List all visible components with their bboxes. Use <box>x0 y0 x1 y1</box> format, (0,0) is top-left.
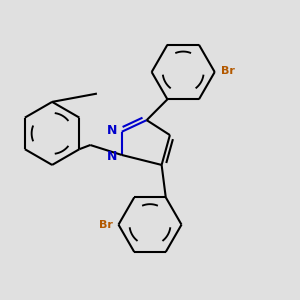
Text: Br: Br <box>99 220 112 230</box>
Text: N: N <box>107 124 118 136</box>
Text: N: N <box>107 150 118 163</box>
Text: Br: Br <box>221 66 235 76</box>
